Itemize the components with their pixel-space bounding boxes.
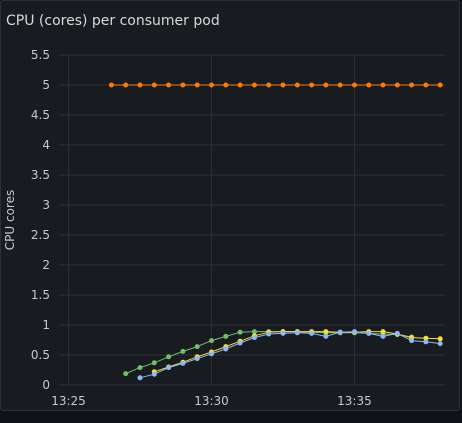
data-point[interactable] <box>194 344 200 350</box>
data-point[interactable] <box>423 335 429 341</box>
data-point[interactable] <box>266 331 272 337</box>
data-point[interactable] <box>294 330 300 336</box>
data-point[interactable] <box>309 82 315 88</box>
data-point[interactable] <box>251 335 257 341</box>
data-point[interactable] <box>194 82 200 88</box>
panel-title[interactable]: CPU (cores) per consumer pod <box>6 13 220 29</box>
data-point[interactable] <box>423 339 429 345</box>
series-1 <box>108 82 443 88</box>
panel-bottom-strip <box>0 411 462 423</box>
data-point[interactable] <box>151 82 157 88</box>
data-point[interactable] <box>280 330 286 336</box>
data-point[interactable] <box>337 329 343 335</box>
x-tick-label: 13:35 <box>337 394 372 408</box>
y-tick-label: 5.5 <box>31 48 50 62</box>
y-tick-label: 5 <box>42 78 50 92</box>
data-point[interactable] <box>251 329 257 335</box>
data-point[interactable] <box>209 82 214 88</box>
data-point[interactable] <box>323 329 329 335</box>
data-point[interactable] <box>237 329 243 335</box>
data-point[interactable] <box>123 82 129 88</box>
chart-svg: 00.511.522.533.544.555.513:25 13:30 13:35 … <box>3 48 445 408</box>
y-tick-label: 1 <box>42 318 50 332</box>
data-point[interactable] <box>366 82 372 88</box>
data-point[interactable] <box>323 333 329 339</box>
data-point[interactable] <box>423 82 429 88</box>
y-tick-label: 2 <box>42 258 50 272</box>
data-point[interactable] <box>323 82 329 88</box>
y-tick-label: 4.5 <box>31 108 50 122</box>
data-point[interactable] <box>352 329 357 335</box>
data-point[interactable] <box>166 365 172 371</box>
data-point[interactable] <box>280 82 286 88</box>
axis-layer: 0 0.5 1 1.5 2 2.5 3 3.5 4 4.5 5 5.5 13:25 13:30 13:35 <box>31 48 372 408</box>
y-axis-label: CPU cores <box>3 190 17 250</box>
data-point[interactable] <box>380 329 386 335</box>
y-tick-label: 4 <box>42 138 50 152</box>
data-point[interactable] <box>180 82 186 88</box>
data-point[interactable] <box>352 82 357 88</box>
data-point[interactable] <box>394 330 400 336</box>
data-point[interactable] <box>137 375 143 381</box>
data-point[interactable] <box>437 82 443 88</box>
data-point[interactable] <box>409 82 415 88</box>
data-point[interactable] <box>366 330 372 336</box>
data-point[interactable] <box>108 82 114 88</box>
data-point[interactable] <box>151 371 157 377</box>
data-point[interactable] <box>151 360 157 366</box>
data-point[interactable] <box>194 356 200 362</box>
x-tick-label: 13:25 <box>51 394 86 408</box>
data-point[interactable] <box>209 338 214 344</box>
y-tick-label: 3.5 <box>31 168 50 182</box>
data-point[interactable] <box>223 333 229 339</box>
data-point[interactable] <box>266 82 272 88</box>
data-point[interactable] <box>380 333 386 339</box>
data-point[interactable] <box>294 82 300 88</box>
data-point[interactable] <box>237 82 243 88</box>
y-tick-label: 1.5 <box>31 288 50 302</box>
x-tick-label: 13:30 <box>194 394 229 408</box>
data-point[interactable] <box>209 351 214 357</box>
data-point[interactable] <box>380 82 386 88</box>
data-point[interactable] <box>409 338 415 344</box>
data-point[interactable] <box>394 82 400 88</box>
data-point[interactable] <box>309 330 315 336</box>
y-tick-label: 3 <box>42 198 50 212</box>
data-point[interactable] <box>180 360 186 366</box>
data-point[interactable] <box>223 82 229 88</box>
y-tick-label: 0 <box>42 378 50 392</box>
y-tick-label: 0.5 <box>31 348 50 362</box>
series-layer <box>108 82 443 381</box>
data-point[interactable] <box>223 346 229 352</box>
series-4 <box>137 329 443 381</box>
data-point[interactable] <box>337 82 343 88</box>
data-point[interactable] <box>437 341 443 347</box>
y-tick-label: 2.5 <box>31 228 50 242</box>
data-point[interactable] <box>166 82 172 88</box>
data-point[interactable] <box>137 365 143 371</box>
data-point[interactable] <box>237 340 243 346</box>
data-point[interactable] <box>137 82 143 88</box>
data-point[interactable] <box>251 82 257 88</box>
data-point[interactable] <box>180 348 186 354</box>
data-point[interactable] <box>437 336 443 342</box>
series-line <box>154 331 441 373</box>
data-point[interactable] <box>123 371 129 377</box>
series-line <box>139 331 441 379</box>
data-point[interactable] <box>166 354 172 360</box>
